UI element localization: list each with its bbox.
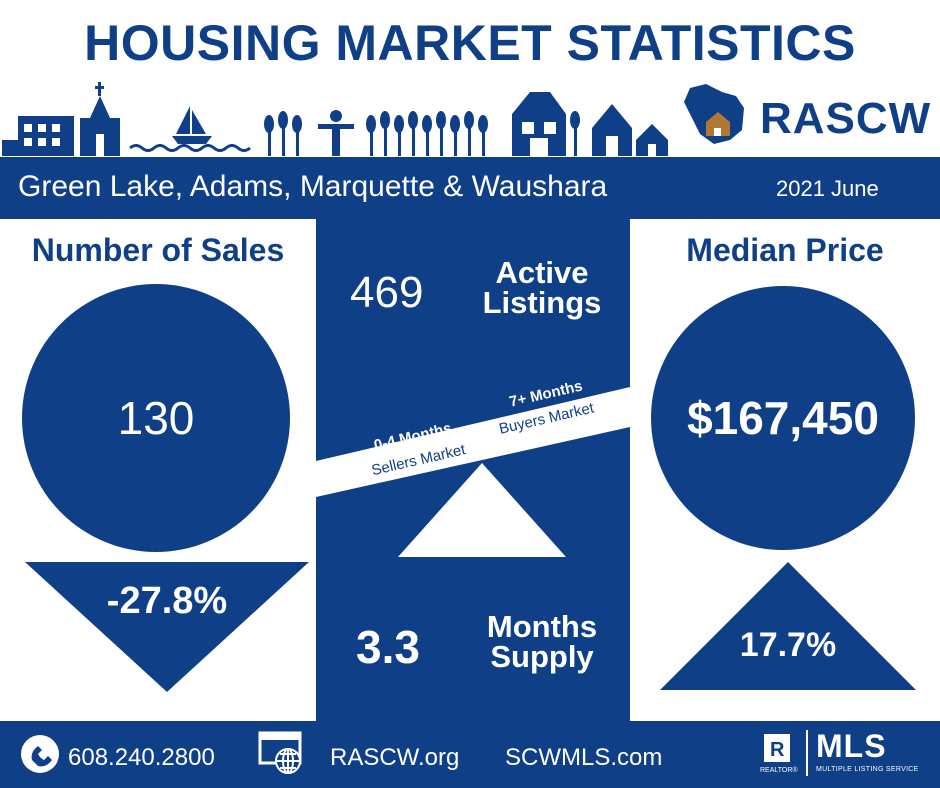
page-title: HOUSING MARKET STATISTICS <box>84 15 856 71</box>
supply-label-line2: Supply <box>490 639 594 674</box>
website-globe-icon <box>258 731 302 774</box>
svg-text:R: R <box>770 739 785 761</box>
active-listings-value: 469 <box>350 268 424 317</box>
scale-beam <box>316 387 630 497</box>
mls-subtitle: MULTIPLE LISTING SERVICE <box>816 766 919 773</box>
rascw-logo-text: RASCW <box>760 94 932 143</box>
realtor-logo-icon: R REALTOR® <box>760 734 798 774</box>
active-label-line2: Listings <box>482 285 602 320</box>
active-listings-label: Active Listings <box>470 255 614 320</box>
mls-logo-text: MLS <box>816 728 887 764</box>
supply-label-line1: Months <box>486 609 598 644</box>
down-arrow-icon <box>25 562 309 692</box>
median-price-value: $167,450 <box>687 392 879 444</box>
median-price-heading: Median Price <box>686 232 884 268</box>
market-scale-illustration: 0-4 Months Sellers Market 7+ Months Buye… <box>316 377 630 557</box>
median-price-circle: $167,450 <box>651 286 915 550</box>
wisconsin-map-icon <box>684 84 744 144</box>
scwmls-website-link[interactable]: SCWMLS.com <box>505 744 663 771</box>
sailboat-icon <box>172 136 212 144</box>
number-of-sales-heading: Number of Sales <box>31 232 285 268</box>
rascw-website-link[interactable]: RASCW.org <box>330 744 460 771</box>
wheat-field-icon <box>264 111 580 156</box>
region-banner <box>0 157 940 219</box>
months-supply-label: Months Supply <box>470 609 614 674</box>
scale-fulcrum <box>398 463 566 557</box>
building-icon <box>18 116 74 156</box>
sales-change: -27.8% <box>106 580 228 622</box>
months-supply-value: 3.3 <box>356 621 420 673</box>
active-label-line1: Active <box>495 255 589 290</box>
report-date: 2021 June <box>776 176 879 201</box>
farmhouse-icon <box>592 104 668 156</box>
region-name: Green Lake, Adams, Marquette & Waushara <box>18 170 608 203</box>
logo-divider <box>806 730 808 776</box>
sales-value: 130 <box>117 392 195 444</box>
phone-icon <box>21 735 59 773</box>
up-arrow-icon <box>660 562 916 690</box>
price-change: 17.7% <box>739 626 837 664</box>
barn-icon <box>512 92 566 156</box>
phone-number[interactable]: 608.240.2800 <box>68 744 215 771</box>
sales-value-circle: 130 <box>22 284 290 552</box>
realtor-text: REALTOR® <box>760 766 798 774</box>
town-skyline-illustration <box>2 82 744 156</box>
scarecrow-icon <box>318 110 354 156</box>
